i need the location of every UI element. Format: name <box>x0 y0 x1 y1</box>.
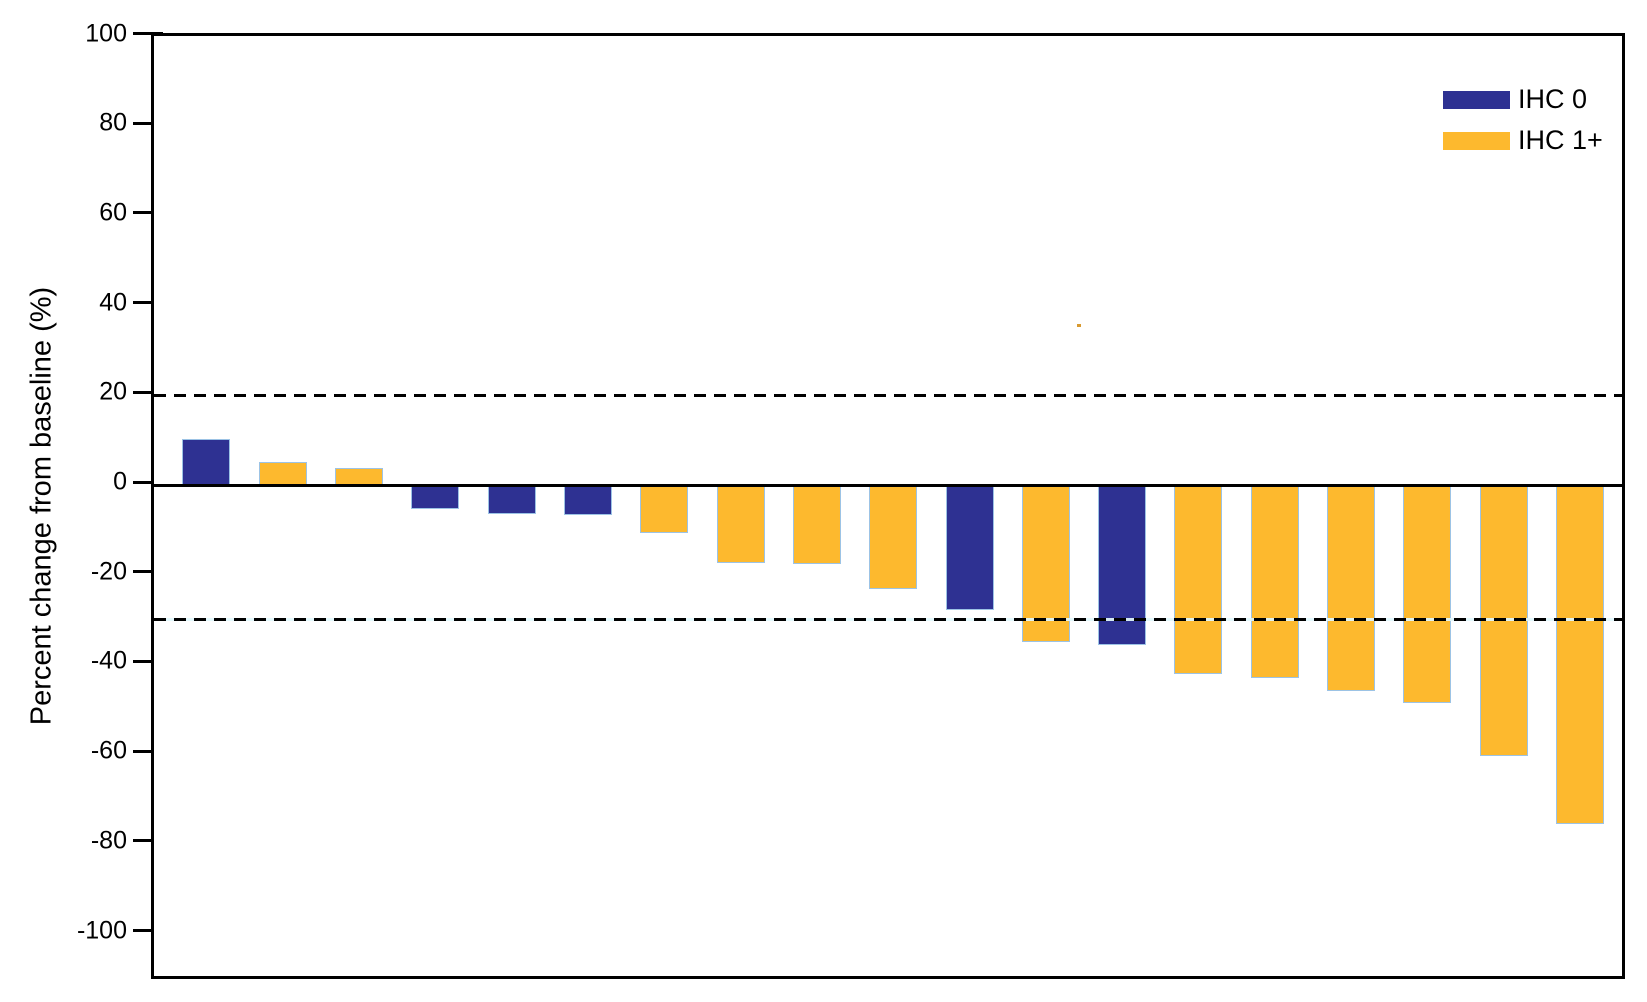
patient-bar-11 <box>945 485 994 611</box>
legend-item-ihc0: IHC 0 <box>1443 84 1587 115</box>
legend-label-ihc0: IHC 0 <box>1518 84 1588 114</box>
y-tick-label: -60 <box>90 736 127 765</box>
patient-bar-3 <box>334 467 383 485</box>
y-tick-label: 80 <box>99 108 127 137</box>
patient-bar-4 <box>411 485 460 510</box>
zero-baseline <box>154 483 1622 487</box>
patient-bar-14 <box>1174 485 1223 675</box>
y-tick-mark <box>133 570 163 574</box>
threshold-line-plus20 <box>154 393 1622 397</box>
y-tick-mark <box>133 659 163 663</box>
y-tick-label: -20 <box>90 557 127 586</box>
legend-label-ihc1plus: IHC 1+ <box>1518 125 1603 155</box>
y-tick-mark <box>133 390 163 394</box>
y-tick-label: 60 <box>99 198 127 227</box>
patient-bar-17 <box>1403 485 1452 704</box>
y-tick-mark <box>133 301 163 305</box>
y-tick-mark <box>133 480 163 484</box>
patient-bar-2 <box>258 461 307 485</box>
patient-bar-1 <box>182 439 231 485</box>
legend-swatch-ihc1plus <box>1443 131 1510 150</box>
y-tick-label: 100 <box>85 19 127 47</box>
patient-bar-7 <box>640 485 689 533</box>
y-tick-label: 20 <box>99 377 127 406</box>
legend-item-ihc1plus: IHC 1+ <box>1443 125 1603 156</box>
stray-pixel-artifact <box>1077 324 1081 327</box>
patient-bar-10 <box>869 485 918 589</box>
patient-bar-8 <box>716 485 765 563</box>
y-tick-label: 0 <box>113 467 127 496</box>
legend-swatch-ihc0 <box>1443 90 1510 109</box>
y-tick-mark <box>133 929 163 932</box>
y-tick-mark <box>133 32 163 35</box>
y-tick-label: -80 <box>90 826 127 855</box>
patient-bar-6 <box>563 485 612 516</box>
patient-bar-13 <box>1098 485 1147 646</box>
threshold-line-minus30 <box>154 618 1622 622</box>
y-tick-mark <box>133 211 163 215</box>
y-tick-label: -100 <box>76 916 127 944</box>
plot-area: IHC 0 IHC 1+ <box>151 33 1625 979</box>
y-tick-label: 40 <box>99 288 127 317</box>
patient-bar-16 <box>1327 485 1376 692</box>
y-tick-mark <box>133 839 163 843</box>
patient-bar-5 <box>487 485 536 515</box>
patient-bar-19 <box>1556 485 1605 824</box>
patient-bar-15 <box>1250 485 1299 679</box>
y-tick-mark <box>133 749 163 753</box>
patient-bar-9 <box>792 485 841 564</box>
y-tick-label: -40 <box>90 646 127 675</box>
y-tick-mark <box>133 121 163 125</box>
